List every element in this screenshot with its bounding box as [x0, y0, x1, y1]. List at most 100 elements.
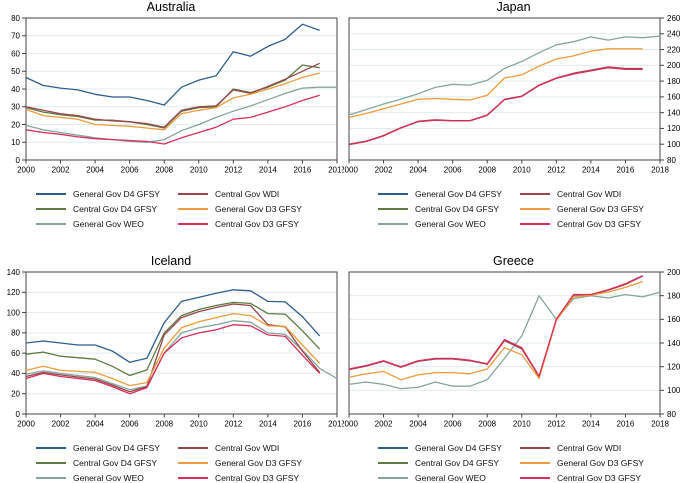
- x-tick-label: 2010: [190, 420, 208, 429]
- line-chart-iceland: 0 20 40 60 80 100 120 140 2000 2002 2004 2006 2008 20…: [7, 268, 342, 429]
- y-tick-label: 40: [11, 85, 20, 94]
- y-tick-label: 100: [667, 140, 681, 149]
- legend-item: General Gov D4 GFSY: [378, 443, 520, 453]
- y-tick-label: 40: [11, 369, 20, 378]
- x-tick-label: 2010: [513, 166, 531, 175]
- legend-item: Central Gov D4 GFSY: [378, 458, 520, 468]
- y-tick-label: 200: [667, 268, 681, 277]
- y-tick-label: 180: [667, 77, 681, 86]
- legend-item: Central Gov D3 GFSY: [178, 473, 342, 483]
- legend-label: Central Gov D4 GFSY: [73, 458, 158, 468]
- x-tick-label: 2018: [328, 420, 342, 429]
- x-tick-label: 2006: [121, 166, 139, 175]
- x-tick-label: 2016: [617, 420, 635, 429]
- y-tick-label: 60: [11, 349, 20, 358]
- chart-title-australia: Australia: [146, 0, 196, 14]
- line-chart-greece: 80 100 120 140 160 180 200 2000 2002 2004 2006 2008…: [342, 268, 681, 429]
- y-tick-label: 80: [11, 329, 20, 338]
- line-chart-japan: 80 100 120 140 160 180 200 220 240 260 2000 2002 200…: [342, 14, 681, 175]
- x-tick-label: 2002: [375, 420, 393, 429]
- series-line: [25, 324, 321, 395]
- legend-line-swatch: [36, 462, 66, 464]
- x-tick-label: 2000: [17, 420, 35, 429]
- legend-line-swatch: [36, 208, 66, 210]
- x-tick-label: 2002: [52, 420, 70, 429]
- legend-label: Central Gov D3 GFSY: [557, 473, 642, 483]
- x-tick-label: 2018: [651, 166, 669, 175]
- legend-item: Central Gov D3 GFSY: [178, 219, 342, 229]
- y-tick-label: 20: [11, 120, 20, 129]
- y-tick-label: 260: [667, 14, 681, 23]
- y-tick-label: 50: [11, 67, 20, 76]
- legend-label: Central Gov WDI: [215, 443, 280, 453]
- panel-japan: Japan 80 100 120 140 160 180 200 220 240 260 2000 2…: [342, 0, 685, 245]
- y-tick-label: 160: [667, 315, 681, 324]
- legend-label: Central Gov D3 GFSY: [557, 219, 642, 229]
- x-tick-label: 2004: [86, 420, 104, 429]
- y-tick-label: 140: [667, 108, 681, 117]
- x-tick-label: 2018: [651, 420, 669, 429]
- x-tick-label: 2004: [86, 166, 104, 175]
- y-tick-label: 60: [11, 49, 20, 58]
- legend-item: Central Gov WDI: [178, 189, 342, 199]
- x-tick-label: 2008: [155, 420, 173, 429]
- x-tick-label: 2012: [224, 166, 242, 175]
- plot-border: [25, 17, 338, 161]
- x-tick-label: 2008: [478, 420, 496, 429]
- legend-line-swatch: [178, 208, 208, 210]
- legend-line-swatch: [36, 193, 66, 195]
- y-tick-label: 80: [11, 14, 20, 23]
- y-tick-label: 160: [667, 93, 681, 102]
- x-tick-label: 2000: [342, 166, 358, 175]
- legend-line-swatch: [520, 477, 550, 479]
- legend-line-swatch: [36, 447, 66, 449]
- x-tick-label: 2008: [155, 166, 173, 175]
- x-tick-label: 2010: [190, 166, 208, 175]
- series-line: [348, 275, 643, 378]
- y-tick-label: 200: [667, 61, 681, 70]
- chart-title-greece: Greece: [493, 254, 534, 268]
- legend-item: General Gov D4 GFSY: [36, 443, 178, 453]
- legend-item: Central Gov D4 GFSY: [378, 204, 520, 214]
- series-line: [348, 280, 643, 381]
- x-tick-label: 2012: [547, 420, 565, 429]
- y-tick-label: 0: [16, 410, 21, 419]
- legend-label: Central Gov WDI: [557, 189, 622, 199]
- y-tick-label: 220: [667, 45, 681, 54]
- y-tick-label: 20: [11, 390, 20, 399]
- legend-line-swatch: [178, 193, 208, 195]
- legend-label: General Gov D4 GFSY: [415, 189, 502, 199]
- legend-item: Central Gov D3 GFSY: [520, 473, 685, 483]
- legend-greece: General Gov D4 GFSY Central Gov WDI Centra…: [342, 443, 685, 483]
- legend-line-swatch: [378, 447, 408, 449]
- x-tick-label: 2006: [444, 420, 462, 429]
- series-line: [25, 320, 338, 391]
- y-tick-label: 100: [7, 308, 21, 317]
- series-line: [348, 275, 643, 377]
- series-line: [25, 312, 321, 387]
- x-tick-label: 2006: [444, 166, 462, 175]
- legend-line-swatch: [520, 447, 550, 449]
- x-tick-label: 2008: [478, 166, 496, 175]
- legend-line-swatch: [178, 477, 208, 479]
- legend-label: General Gov D4 GFSY: [73, 189, 160, 199]
- y-tick-label: 180: [667, 291, 681, 300]
- legend-line-swatch: [378, 223, 408, 225]
- x-tick-label: 2000: [17, 166, 35, 175]
- series-line: [25, 289, 321, 363]
- y-tick-label: 80: [667, 410, 676, 419]
- legend-label: Central Gov WDI: [557, 443, 622, 453]
- x-tick-label: 2000: [342, 420, 358, 429]
- legend-line-swatch: [520, 208, 550, 210]
- legend-line-swatch: [36, 223, 66, 225]
- x-tick-label: 2014: [582, 420, 600, 429]
- legend-item: General Gov WEO: [36, 473, 178, 483]
- y-tick-label: 120: [667, 124, 681, 133]
- series-line: [25, 303, 321, 393]
- legend-item: General Gov D4 GFSY: [36, 189, 178, 199]
- y-tick-label: 80: [667, 156, 676, 165]
- legend-item: General Gov WEO: [378, 219, 520, 229]
- panel-greece: Greece 80 100 120 140 160 180 200 2000 2002 2004 2…: [342, 245, 685, 483]
- y-tick-label: 240: [667, 30, 681, 39]
- legend-label: General Gov D4 GFSY: [415, 443, 502, 453]
